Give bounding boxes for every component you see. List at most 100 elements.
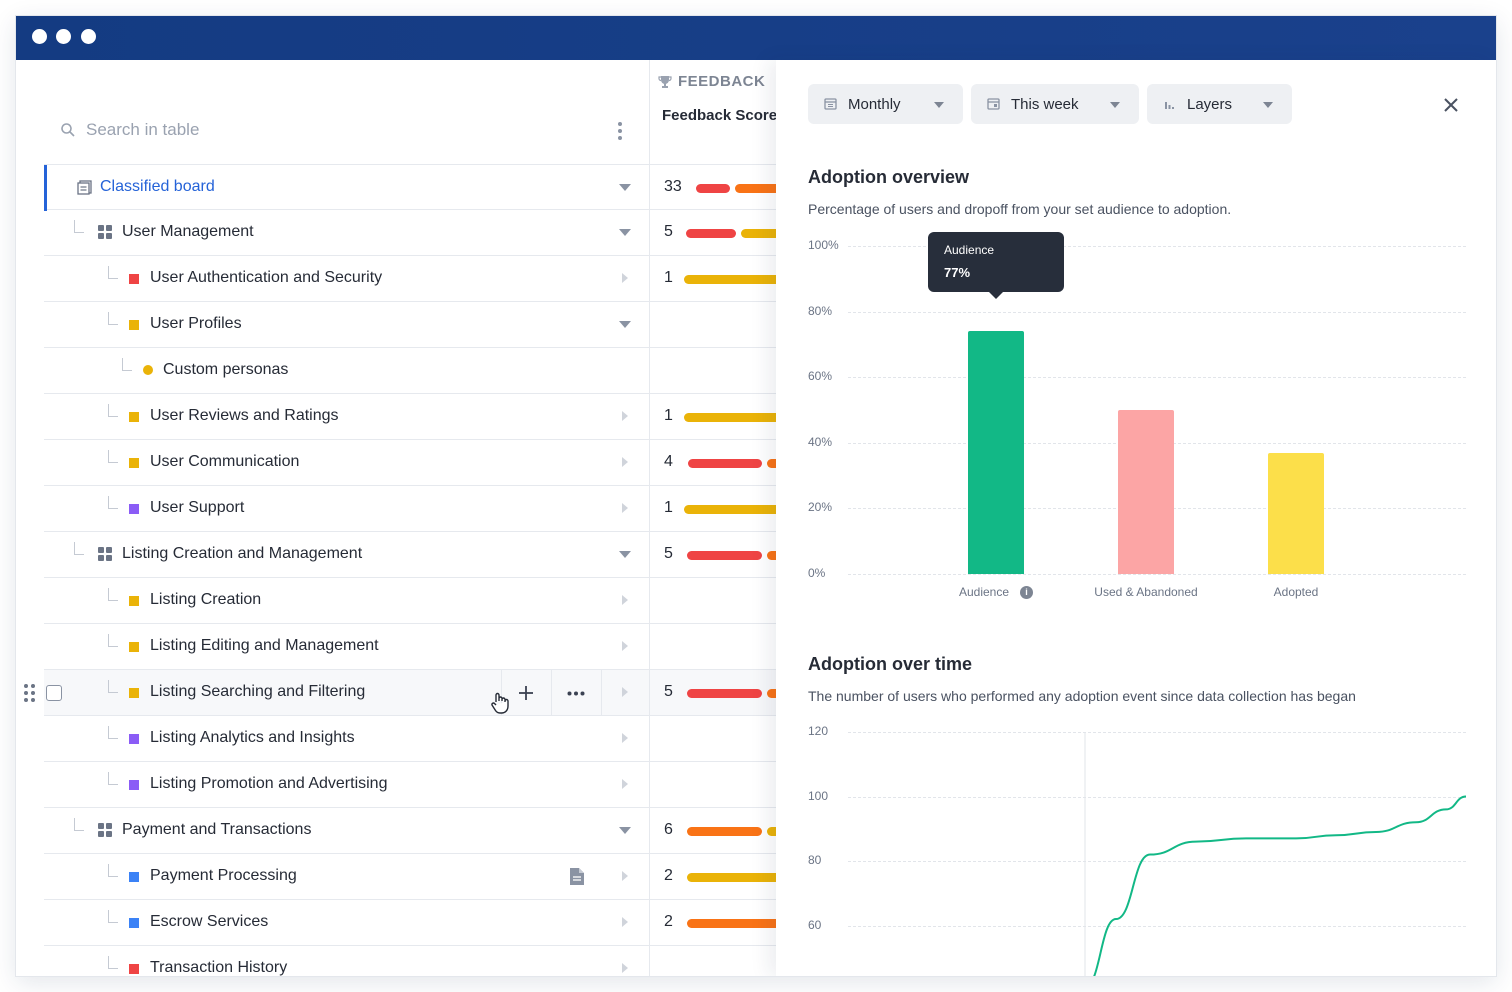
- table-row[interactable]: Transaction History: [44, 946, 776, 976]
- bar-chart-icon: [1165, 102, 1174, 109]
- feedback-score: 1: [664, 499, 673, 516]
- adoption-series-line[interactable]: [1068, 795, 1467, 977]
- document-icon[interactable]: [569, 867, 585, 886]
- layers-dropdown[interactable]: Layers: [1147, 84, 1292, 124]
- expand-caret-icon[interactable]: [622, 595, 628, 605]
- table-row[interactable]: User Communication 4: [44, 440, 776, 486]
- table-row[interactable]: Listing Creation: [44, 578, 776, 624]
- grid-line: [848, 311, 1466, 313]
- collapse-caret-icon[interactable]: [619, 827, 631, 834]
- expand-caret-icon[interactable]: [622, 733, 628, 743]
- expand-caret-icon[interactable]: [622, 917, 628, 927]
- row-label[interactable]: Payment Processing: [150, 867, 297, 884]
- period-dropdown[interactable]: Monthly: [808, 84, 963, 124]
- feedback-score: 1: [664, 407, 673, 424]
- more-options-icon[interactable]: [618, 122, 626, 142]
- table-row[interactable]: Payment Processing 2: [44, 854, 776, 900]
- feedback-score: 5: [664, 683, 673, 700]
- expand-caret-icon[interactable]: [622, 779, 628, 789]
- row-label[interactable]: User Support: [150, 499, 245, 516]
- table-row[interactable]: Listing Promotion and Advertising: [44, 762, 776, 808]
- collapse-caret-icon[interactable]: [619, 184, 631, 191]
- table-row[interactable]: Escrow Services 2: [44, 900, 776, 946]
- tree-connector: [108, 496, 118, 509]
- range-dropdown[interactable]: This week: [971, 84, 1139, 124]
- feature-color-icon: [129, 320, 139, 330]
- feedback-score: 6: [664, 821, 673, 838]
- window-maximize-dot[interactable]: [81, 29, 96, 44]
- bar-used-abandoned[interactable]: [1118, 410, 1174, 574]
- table-row[interactable]: Listing Searching and Filtering 5: [24, 670, 776, 716]
- table-row[interactable]: Custom personas: [44, 348, 776, 394]
- feature-color-icon: [129, 872, 139, 882]
- info-icon[interactable]: i: [1020, 586, 1033, 599]
- score-bar: [687, 873, 776, 882]
- expand-caret-icon[interactable]: [622, 457, 628, 467]
- row-label[interactable]: Listing Analytics and Insights: [150, 729, 355, 746]
- search-input[interactable]: Search in table: [86, 120, 200, 139]
- collapse-caret-icon[interactable]: [619, 321, 631, 328]
- tree-connector: [108, 910, 118, 923]
- search-box[interactable]: Search in table: [60, 112, 620, 148]
- expand-caret-icon[interactable]: [622, 687, 628, 697]
- expand-caret-icon[interactable]: [622, 963, 628, 973]
- row-label[interactable]: User Management: [122, 223, 254, 240]
- table-row[interactable]: Listing Analytics and Insights: [44, 716, 776, 762]
- more-horizontal-icon[interactable]: [567, 691, 585, 696]
- score-bar: [696, 184, 730, 193]
- close-icon[interactable]: [1442, 96, 1460, 114]
- row-checkbox[interactable]: [46, 685, 62, 701]
- grid-line: [848, 574, 1466, 575]
- collapse-caret-icon[interactable]: [619, 229, 631, 236]
- row-label[interactable]: Classified board: [100, 178, 215, 195]
- score-bar: [767, 689, 776, 698]
- feedback-group-header: FEEDBACK: [658, 73, 765, 90]
- chart-tooltip: Audience 77%: [928, 232, 1064, 299]
- expand-caret-icon[interactable]: [622, 871, 628, 881]
- row-label[interactable]: Listing Creation: [150, 591, 262, 608]
- row-label[interactable]: User Reviews and Ratings: [150, 407, 339, 424]
- table-row[interactable]: User Authentication and Security 1: [44, 256, 776, 302]
- table-row[interactable]: User Support 1: [44, 486, 776, 532]
- bar-audience[interactable]: [968, 331, 1024, 574]
- chevron-down-icon: [1110, 102, 1120, 108]
- row-label[interactable]: User Communication: [150, 453, 300, 470]
- window-minimize-dot[interactable]: [56, 29, 71, 44]
- table-row[interactable]: Payment and Transactions 6: [44, 808, 776, 854]
- feedback-score: 2: [664, 867, 673, 884]
- feedback-score-column-header[interactable]: Feedback Score: [662, 107, 776, 124]
- table-row[interactable]: Listing Creation and Management 5: [44, 532, 776, 578]
- y-tick-label: 60: [808, 917, 822, 932]
- row-label[interactable]: Payment and Transactions: [122, 821, 312, 838]
- score-bar: [741, 229, 776, 238]
- y-tick-label: 20%: [808, 500, 833, 515]
- row-label[interactable]: Transaction History: [150, 959, 288, 976]
- drag-handle-icon[interactable]: [24, 684, 36, 702]
- add-icon[interactable]: [518, 685, 534, 701]
- expand-caret-icon[interactable]: [622, 503, 628, 513]
- adoption-over-time-title: Adoption over time: [808, 654, 973, 674]
- row-label[interactable]: Listing Creation and Management: [122, 545, 363, 562]
- expand-caret-icon[interactable]: [622, 641, 628, 651]
- grid-line: [848, 377, 1466, 379]
- row-label[interactable]: Escrow Services: [150, 913, 269, 930]
- table-row[interactable]: User Management 5: [44, 210, 776, 256]
- row-label[interactable]: User Profiles: [150, 315, 242, 332]
- collapse-caret-icon[interactable]: [619, 551, 631, 558]
- expand-caret-icon[interactable]: [622, 411, 628, 421]
- row-label[interactable]: Listing Searching and Filtering: [150, 683, 366, 700]
- table-row[interactable]: User Reviews and Ratings 1: [44, 394, 776, 440]
- row-label[interactable]: Custom personas: [163, 361, 289, 378]
- expand-caret-icon[interactable]: [622, 273, 628, 283]
- table-row[interactable]: Classified board 33: [44, 164, 776, 211]
- row-label[interactable]: Listing Promotion and Advertising: [150, 775, 388, 792]
- hand-cursor-icon: [491, 692, 509, 714]
- row-label[interactable]: User Authentication and Security: [150, 269, 383, 286]
- adoption-overview-description: Percentage of users and dropoff from you…: [808, 201, 1232, 217]
- window-close-dot[interactable]: [32, 29, 47, 44]
- table-row[interactable]: User Profiles: [44, 302, 776, 348]
- bar-adopted[interactable]: [1268, 452, 1324, 574]
- row-label[interactable]: Listing Editing and Management: [150, 637, 379, 654]
- grid-line: [848, 732, 1466, 733]
- table-row[interactable]: Listing Editing and Management: [44, 624, 776, 670]
